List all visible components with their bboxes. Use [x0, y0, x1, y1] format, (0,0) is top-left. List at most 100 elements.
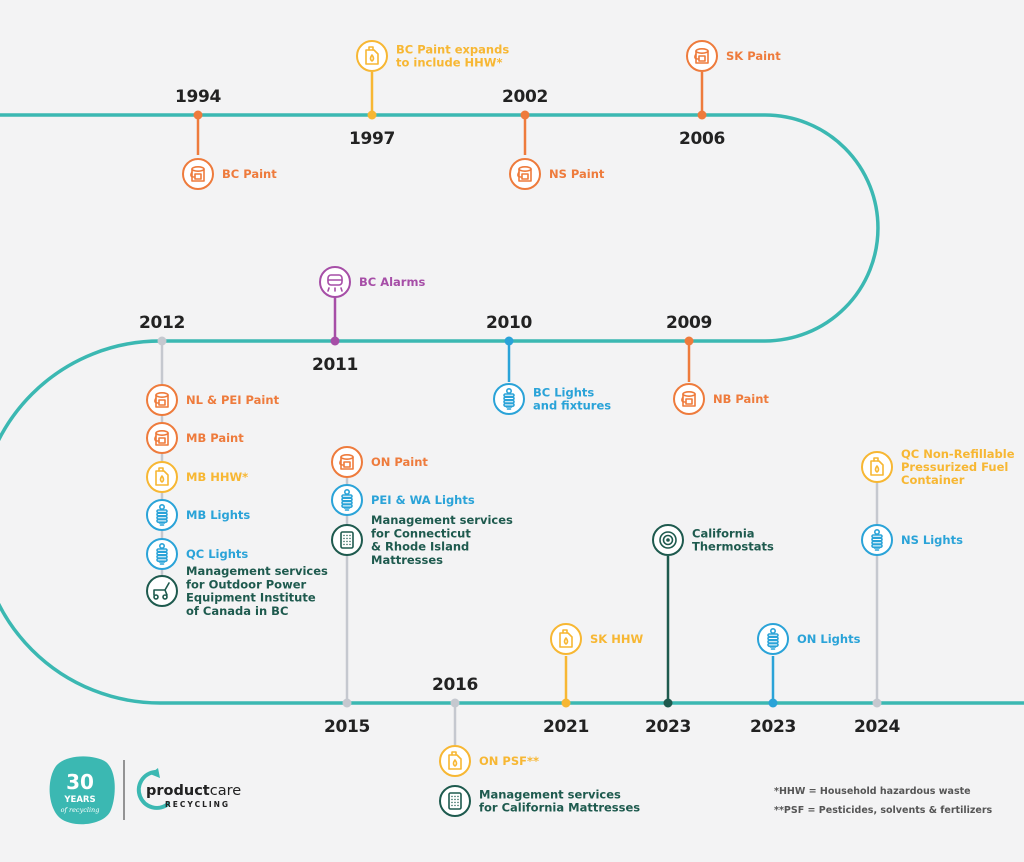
year-label-2023a: 2023 [645, 717, 691, 737]
year-dot-2012 [157, 336, 167, 346]
mattress-icon [331, 524, 363, 556]
event-mb-hhw: MB HHW* [146, 461, 248, 493]
event-label-sk-paint: SK Paint [726, 49, 781, 63]
event-label-ca-mattress: Management services for California Mattre… [479, 787, 640, 814]
year-label-1997: 1997 [349, 129, 395, 149]
year-dot-2023a [663, 698, 673, 708]
brand-name: productcare [146, 783, 241, 799]
fuel-can-icon [146, 461, 178, 493]
event-opei: Management services for Outdoor Power Equi… [146, 564, 328, 618]
event-qc-fuel: QC Non-Refillable Pressurized Fuel Contain… [861, 447, 1015, 487]
year-dot-2006 [697, 110, 707, 120]
year-dot-2015 [342, 698, 352, 708]
track-line [0, 113, 1024, 705]
paint-can-icon [686, 40, 718, 72]
footnote-psf: **PSF = Pesticides, solvents & fertilize… [774, 805, 993, 816]
event-bc-paint-hhw: BC Paint expands to include HHW* [356, 40, 509, 72]
bulb-icon [757, 623, 789, 655]
year-dot-2010 [504, 336, 514, 346]
paint-can-icon [509, 158, 541, 190]
event-label-mb-paint: MB Paint [186, 431, 244, 445]
footnote-hhw: *HHW = Household hazardous waste [774, 786, 971, 797]
fuel-can-icon [356, 40, 388, 72]
year-label-2024: 2024 [854, 717, 901, 737]
event-ns-lights: NS Lights [861, 524, 963, 556]
footnotes: *HHW = Household hazardous waste **PSF =… [774, 786, 993, 816]
event-on-psf: ON PSF** [439, 745, 539, 777]
event-label-mb-lights: MB Lights [186, 508, 250, 522]
paint-can-icon [331, 446, 363, 478]
year-label-2023b: 2023 [750, 717, 796, 737]
paint-can-icon [146, 384, 178, 416]
event-label-on-lights: ON Lights [797, 632, 861, 646]
bulb-icon [146, 499, 178, 531]
event-label-on-paint: ON Paint [371, 455, 428, 469]
year-label-1994: 1994 [175, 87, 222, 107]
event-nl-pei-paint: NL & PEI Paint [146, 384, 280, 416]
event-label-bc-paint-hhw: BC Paint expands to include HHW* [396, 42, 509, 69]
event-ca-mattress: Management services for California Mattre… [439, 785, 640, 817]
year-dot-2009 [684, 336, 694, 346]
year-label-2011: 2011 [312, 355, 358, 375]
bulb-icon [493, 383, 525, 415]
badge-word: YEARS [63, 795, 95, 805]
year-label-2006: 2006 [679, 129, 725, 149]
brand-mark-icon [136, 768, 170, 810]
event-label-ct-ri-mattress: Management services for Connecticut & Rhod… [371, 513, 513, 567]
bulb-icon [861, 524, 893, 556]
year-dot-2021 [561, 698, 571, 708]
event-label-bc-alarms: BC Alarms [359, 275, 425, 289]
fuel-can-icon [439, 745, 471, 777]
fuel-can-icon [550, 623, 582, 655]
year-label-2009: 2009 [666, 313, 712, 333]
event-label-ns-paint: NS Paint [549, 167, 605, 181]
year-dot-2002 [520, 110, 530, 120]
event-bc-alarms: BC Alarms [319, 266, 425, 298]
event-mb-lights: MB Lights [146, 499, 250, 531]
year-label-2021: 2021 [543, 717, 589, 737]
year-label-2012: 2012 [139, 313, 185, 333]
event-label-mb-hhw: MB HHW* [186, 470, 248, 484]
year-label-2010: 2010 [486, 313, 533, 333]
event-on-paint: ON Paint [331, 446, 428, 478]
timeline-track [0, 113, 1024, 705]
paint-can-icon [673, 383, 705, 415]
event-sk-paint: SK Paint [686, 40, 781, 72]
year-label-2015: 2015 [324, 717, 370, 737]
year-dot-2016 [450, 698, 460, 708]
event-sk-hhw: SK HHW [550, 623, 643, 655]
year-label-2016: 2016 [432, 675, 478, 695]
event-label-on-psf: ON PSF** [479, 754, 539, 768]
event-label-nb-paint: NB Paint [713, 392, 769, 406]
event-label-pei-wa-lights: PEI & WA Lights [371, 493, 475, 507]
event-label-ca-thermostats: California Thermostats [692, 526, 774, 553]
paint-can-icon [182, 158, 214, 190]
event-mb-paint: MB Paint [146, 422, 244, 454]
event-pei-wa-lights: PEI & WA Lights [331, 484, 475, 516]
brand-subtitle: RECYCLING [165, 800, 230, 809]
event-label-ns-lights: NS Lights [901, 533, 963, 547]
event-label-qc-fuel: QC Non-Refillable Pressurized Fuel Contain… [901, 447, 1015, 487]
mattress-icon [439, 785, 471, 817]
event-bc-lights: BC Lights and fixtures [493, 383, 611, 415]
program-events: BC Paint BC Paint expands to include HHW* N… [146, 40, 1015, 817]
year-markers: 1994 1997 2002 2006 2009 2010 2011 2012 2015 2016… [139, 87, 901, 737]
year-label-2002: 2002 [502, 87, 548, 107]
thermostat-icon [652, 524, 684, 556]
event-bc-paint: BC Paint [182, 158, 277, 190]
badge-tagline: of recycling [61, 806, 100, 814]
paint-can-icon [146, 422, 178, 454]
year-dot-1997 [367, 110, 377, 120]
event-label-opei: Management services for Outdoor Power Equi… [186, 564, 328, 618]
year-dot-1994 [193, 110, 203, 120]
fuel-can-icon [861, 451, 893, 483]
anniversary-badge: 30 YEARS of recycling [49, 756, 115, 825]
alarm-icon [319, 266, 351, 298]
year-dot-2023b [768, 698, 778, 708]
mower-icon [146, 575, 178, 607]
logo: 30 YEARS of recycling productcare RECYCL… [49, 756, 241, 825]
year-dot-2024 [872, 698, 882, 708]
event-nb-paint: NB Paint [673, 383, 769, 415]
event-label-bc-lights: BC Lights and fixtures [533, 385, 611, 412]
